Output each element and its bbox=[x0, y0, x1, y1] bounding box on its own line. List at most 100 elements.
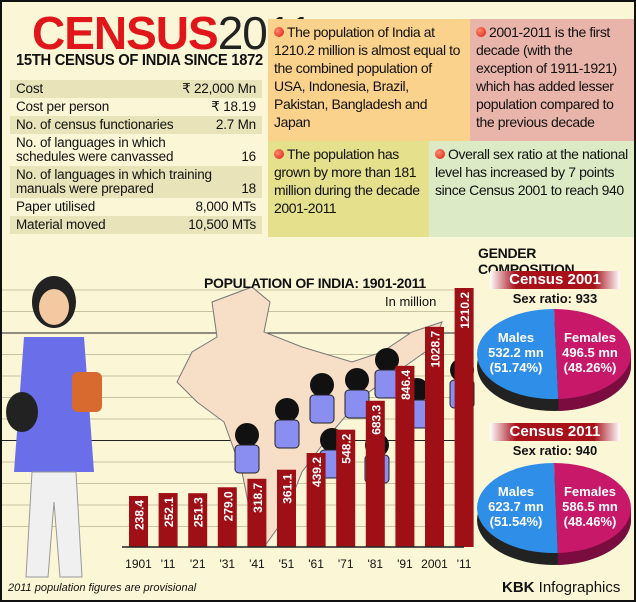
pie-slice-label: Females bbox=[564, 330, 616, 345]
note-box: The population has grown by more than 18… bbox=[268, 141, 429, 237]
credit-brand: KBK bbox=[502, 579, 535, 596]
pie-slice-label: Females bbox=[564, 484, 616, 499]
person-body bbox=[344, 389, 370, 419]
bar-value-label: 318.7 bbox=[251, 482, 265, 512]
pie-slice-label: 532.2 mn bbox=[488, 345, 544, 360]
pie-slice-label: (51.74%) bbox=[490, 360, 543, 375]
fact-label: No. of languages in which training manua… bbox=[16, 167, 212, 196]
bullet-icon bbox=[435, 149, 445, 159]
fact-row: No. of census functionaries 2.7 Mn bbox=[10, 116, 262, 134]
footnote: 2011 population figures are provisional bbox=[8, 582, 197, 594]
x-tick-label: '91 bbox=[397, 557, 413, 571]
x-tick-label: '31 bbox=[219, 557, 235, 571]
person-head bbox=[275, 398, 299, 422]
bar bbox=[217, 487, 237, 547]
fact-row: Cost ₹ 22,000 Mn bbox=[10, 80, 262, 98]
fact-label: No. of languages in which schedules were… bbox=[16, 135, 174, 164]
note-text: The population of India at 1210.2 millio… bbox=[274, 24, 461, 130]
note-text: Overall sex ratio at the national level … bbox=[435, 146, 628, 198]
males-slice bbox=[476, 309, 559, 400]
x-tick-label: '11 bbox=[457, 557, 472, 571]
bar bbox=[129, 495, 148, 547]
bar bbox=[395, 365, 415, 547]
bullet-icon bbox=[274, 27, 284, 37]
bullet-icon bbox=[476, 27, 486, 37]
fact-row: Cost per person ₹ 18.19 bbox=[10, 98, 262, 116]
bar-value-label: 1028.7 bbox=[429, 331, 443, 368]
fact-value: 16 bbox=[241, 149, 256, 164]
fact-label: Cost bbox=[16, 81, 43, 96]
bar-value-label: 252.1 bbox=[162, 497, 176, 527]
chart-title: POPULATION OF INDIA: 1901-2011 bbox=[204, 275, 426, 291]
x-tick-label: '71 bbox=[338, 557, 354, 571]
subtitle: 15TH CENSUS OF INDIA SINCE 1872 bbox=[16, 52, 263, 69]
bar-value-label: 683.3 bbox=[369, 404, 383, 434]
fact-label: Material moved bbox=[16, 217, 106, 232]
person-body bbox=[309, 394, 335, 424]
fact-value: 8,000 MTs bbox=[195, 199, 257, 214]
bar bbox=[336, 429, 356, 547]
bar-value-label: 361.1 bbox=[281, 473, 295, 503]
pie-slice-label: Males bbox=[498, 330, 534, 345]
fact-value: 18 bbox=[241, 181, 256, 196]
fact-label: Cost per person bbox=[16, 99, 110, 114]
sex-ratio-2011: Sex ratio: 940 bbox=[512, 443, 598, 458]
pie-slice-label: 623.7 mn bbox=[488, 499, 544, 514]
bar bbox=[158, 493, 178, 547]
note-box: The population of India at 1210.2 millio… bbox=[268, 19, 470, 141]
bar bbox=[454, 288, 474, 547]
person-head bbox=[345, 368, 369, 392]
note-box: Overall sex ratio at the national level … bbox=[429, 141, 634, 237]
x-tick-label: '11 bbox=[161, 557, 176, 571]
bar-value-label: 279.0 bbox=[221, 491, 235, 521]
x-tick-label: 1901 bbox=[125, 557, 152, 571]
fact-value: 2.7 Mn bbox=[215, 117, 256, 132]
fact-row: Paper utilised 8,000 MTs bbox=[10, 198, 262, 216]
females-slice bbox=[554, 463, 632, 553]
person-body bbox=[274, 419, 300, 449]
person-head bbox=[375, 348, 399, 372]
bar bbox=[425, 326, 444, 547]
x-tick-label: '21 bbox=[190, 557, 206, 571]
females-slice bbox=[554, 309, 632, 399]
note-text: The population has grown by more than 18… bbox=[274, 146, 420, 216]
pie-title-2011: Census 2011 bbox=[490, 423, 620, 441]
note-text: 2001-2011 is the first decade (with the … bbox=[476, 24, 617, 130]
bar-value-label: 846.4 bbox=[399, 370, 413, 400]
fact-label: Paper utilised bbox=[16, 199, 95, 214]
bar-value-label: 1210.2 bbox=[458, 292, 472, 329]
pie-slice-label: (48.26%) bbox=[564, 360, 617, 375]
pie-slice-label: (48.46%) bbox=[564, 514, 617, 529]
facts-table: Cost ₹ 22,000 Mn Cost per person ₹ 18.19 N… bbox=[10, 80, 262, 234]
pie-title-2001: Census 2001 bbox=[490, 271, 620, 289]
males-slice bbox=[476, 463, 558, 554]
credit: KBK Infographics bbox=[502, 579, 620, 597]
sex-ratio-2001: Sex ratio: 933 bbox=[512, 291, 598, 306]
x-tick-label: '81 bbox=[367, 557, 383, 571]
bar bbox=[306, 453, 326, 547]
bar bbox=[365, 400, 385, 547]
bar-value-label: 548.2 bbox=[340, 433, 354, 463]
bar bbox=[277, 469, 296, 547]
bar bbox=[188, 493, 208, 547]
bullet-icon bbox=[274, 149, 284, 159]
bar-value-label: 251.3 bbox=[192, 497, 206, 527]
bar-value-label: 439.2 bbox=[310, 457, 324, 487]
title-census: CENSUS bbox=[32, 7, 219, 59]
chart-unit: In million bbox=[385, 294, 437, 309]
credit-rest: Infographics bbox=[534, 579, 621, 596]
note-box: 2001-2011 is the first decade (with the … bbox=[470, 19, 634, 141]
x-tick-label: 2001 bbox=[421, 557, 448, 571]
pie-slice-label: 586.5 mn bbox=[562, 499, 618, 514]
person-head bbox=[310, 373, 334, 397]
bar-value-label: 238.4 bbox=[133, 500, 147, 530]
fact-value: 10,500 MTs bbox=[188, 217, 256, 232]
x-tick-label: '51 bbox=[279, 557, 295, 571]
person-head bbox=[235, 423, 259, 447]
person-body bbox=[234, 444, 260, 474]
fact-label: No. of census functionaries bbox=[16, 117, 174, 132]
x-tick-label: '41 bbox=[249, 557, 265, 571]
fact-row: No. of languages in which schedules were… bbox=[10, 134, 262, 166]
